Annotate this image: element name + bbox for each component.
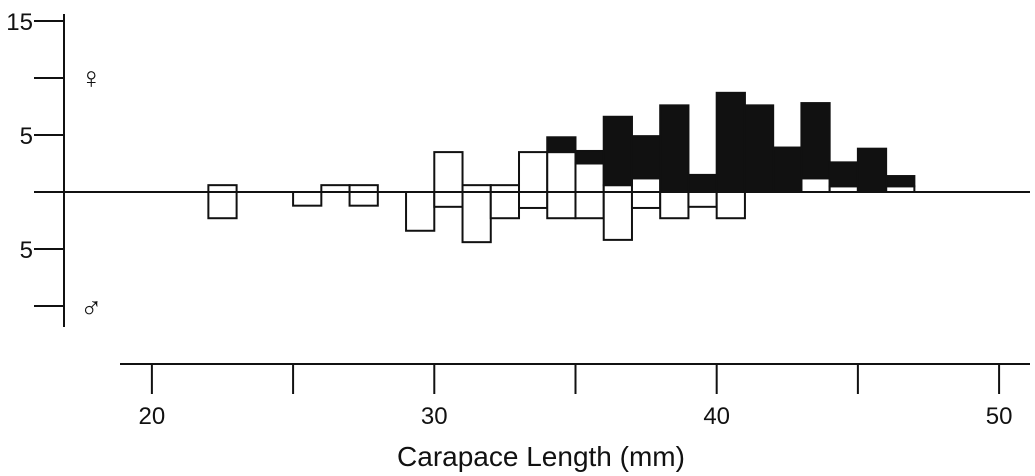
male-bar-8 bbox=[546, 191, 577, 220]
male-bar-9 bbox=[574, 191, 605, 220]
female-solid-bar-11 bbox=[856, 147, 888, 193]
x-tick-label-1: 30 bbox=[421, 403, 448, 430]
female-solid-bar-5 bbox=[687, 173, 718, 193]
female-open-bar-11 bbox=[800, 177, 831, 194]
x-tick-labels: 20 30 40 50 bbox=[139, 403, 1013, 430]
female-open-bar-9 bbox=[602, 184, 633, 194]
y-tick-label-0: 15 bbox=[6, 9, 33, 36]
female-solid-bar-4 bbox=[659, 104, 690, 193]
male-bar-5 bbox=[461, 191, 492, 244]
male-bar-13 bbox=[687, 191, 718, 208]
female-open-bar-10 bbox=[630, 177, 662, 194]
male-bar-10 bbox=[602, 191, 633, 241]
female-open-bar-1 bbox=[320, 184, 351, 194]
male-bar-7 bbox=[518, 191, 549, 209]
female-solid-bar-0 bbox=[546, 136, 577, 154]
female-open-bar-3 bbox=[433, 151, 464, 194]
x-tick-label-2: 40 bbox=[703, 403, 730, 430]
y-tick-label-1: 5 bbox=[20, 123, 33, 150]
female-solid-bar-9 bbox=[800, 102, 831, 180]
female-solid-bar-6 bbox=[715, 91, 746, 193]
x-ticks bbox=[150, 364, 1001, 394]
male-bar-0 bbox=[207, 191, 238, 220]
female-solid-bar-8 bbox=[772, 146, 803, 193]
female-open-bar-5 bbox=[489, 184, 521, 194]
female-open-bar-8 bbox=[574, 162, 605, 193]
male-bar-1 bbox=[292, 191, 323, 207]
female-open-bar-6 bbox=[518, 151, 549, 194]
female-solid-bar-3 bbox=[630, 135, 662, 180]
male-bar-4 bbox=[433, 191, 464, 208]
male-bar-6 bbox=[489, 191, 521, 220]
male-bar-12 bbox=[659, 191, 690, 220]
female-open-bar-4 bbox=[461, 184, 492, 194]
female-solid-bar-2 bbox=[602, 115, 633, 187]
female-solid-bar-12 bbox=[885, 175, 916, 188]
female-solid-bar-10 bbox=[828, 161, 859, 188]
y-ticks bbox=[34, 20, 64, 307]
y-tick-label-2: 5 bbox=[20, 237, 33, 264]
female-solid-bar-1 bbox=[574, 149, 605, 165]
x-tick-label-0: 20 bbox=[139, 403, 166, 430]
male-bar-3 bbox=[405, 191, 436, 232]
x-tick-label-3: 50 bbox=[986, 403, 1013, 430]
female-symbol: ♀ bbox=[80, 62, 103, 95]
x-axis-title: Carapace Length (mm) bbox=[397, 441, 685, 472]
male-bar-14 bbox=[715, 191, 746, 220]
female-open-bar-0 bbox=[207, 184, 238, 194]
female-solid-bar-7 bbox=[743, 104, 775, 193]
female-open-bar-7 bbox=[546, 151, 577, 194]
male-bar-2 bbox=[348, 191, 379, 207]
female-open-bar-2 bbox=[348, 184, 379, 194]
male-symbol: ♂ bbox=[80, 292, 103, 325]
male-bar-11 bbox=[630, 191, 662, 209]
bars-layer bbox=[207, 91, 916, 244]
